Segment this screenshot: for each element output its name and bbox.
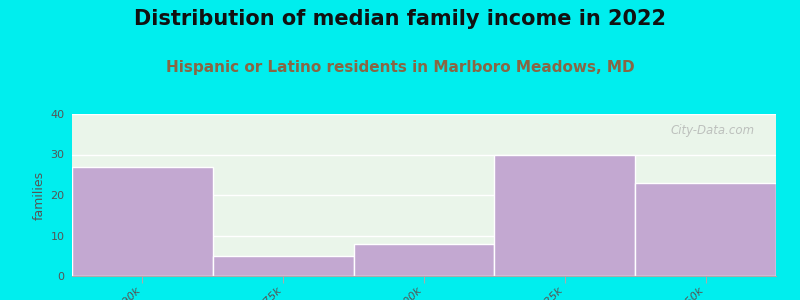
Text: Distribution of median family income in 2022: Distribution of median family income in … <box>134 9 666 29</box>
Bar <box>494 154 635 276</box>
Bar <box>213 256 354 276</box>
Bar <box>72 167 213 276</box>
Y-axis label: families: families <box>33 170 46 220</box>
Text: Hispanic or Latino residents in Marlboro Meadows, MD: Hispanic or Latino residents in Marlboro… <box>166 60 634 75</box>
Text: City-Data.com: City-Data.com <box>670 124 755 137</box>
Bar <box>354 244 494 276</box>
Bar <box>635 183 776 276</box>
